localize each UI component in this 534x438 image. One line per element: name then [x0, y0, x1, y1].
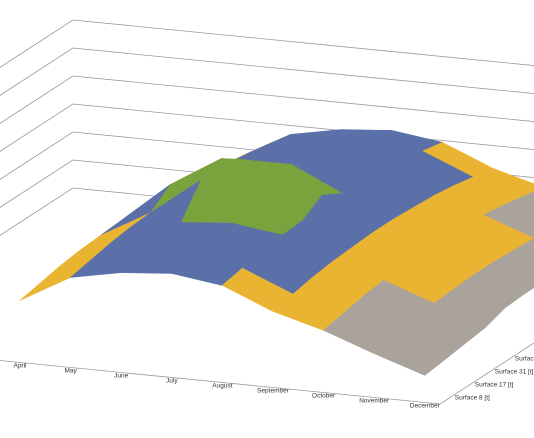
surface-patch: [523, 191, 534, 202]
x-tick-label: October: [312, 393, 336, 400]
x-tick-label: December: [410, 403, 441, 410]
grid-line: [0, 75, 534, 124]
surface-patch: [513, 238, 534, 258]
x-tick-label: September: [257, 388, 290, 395]
grid-line: [0, 131, 534, 180]
series-label: Surface 8 [t]: [455, 395, 490, 402]
series-label: Surface 31 [t]: [495, 369, 534, 376]
x-tick-label: May: [64, 368, 77, 375]
grid-line: [0, 103, 534, 152]
grid-line: [0, 159, 534, 208]
surface-patch: [503, 195, 534, 220]
axis-line: [0, 342, 534, 405]
grid-line: [0, 19, 534, 68]
surface-patch: [19, 259, 91, 301]
surface-patch: [373, 336, 446, 376]
x-tick-label: July: [166, 378, 178, 385]
x-tick-label: June: [114, 373, 128, 380]
grid-line: [0, 187, 534, 236]
x-tick-label: April: [13, 363, 27, 370]
x-tick-label: November: [359, 398, 390, 405]
series-label: Surface 17 [t]: [475, 382, 514, 389]
series-label: Surface 3: [515, 356, 534, 363]
x-tick-label: August: [212, 383, 232, 390]
grid-line: [0, 47, 534, 96]
